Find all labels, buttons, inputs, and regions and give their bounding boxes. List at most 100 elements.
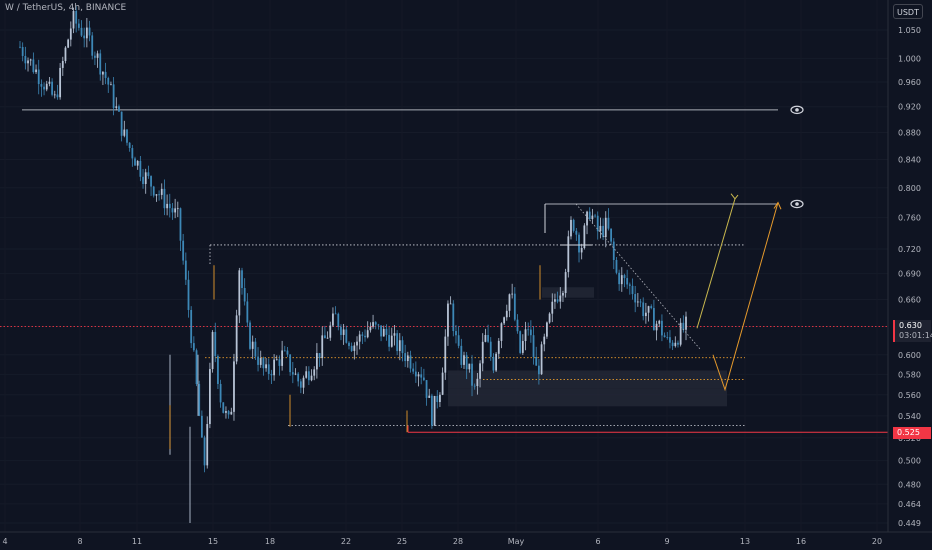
candle-body <box>653 308 655 331</box>
candle-body <box>556 299 559 302</box>
candle-body <box>455 331 457 336</box>
candle-body <box>500 323 503 341</box>
price-tick-label: 0.480 <box>898 480 921 489</box>
candle-body <box>554 299 556 302</box>
candle-body <box>543 336 546 345</box>
candle-body <box>677 342 679 345</box>
time-tick-label: 15 <box>208 537 218 546</box>
candle-body <box>626 278 629 285</box>
candle-body <box>32 59 35 73</box>
candle-body <box>139 160 142 177</box>
candle-body <box>612 241 615 260</box>
support-price-tag: 0.525 <box>893 427 931 439</box>
candle-body <box>115 106 118 108</box>
candle-body <box>669 337 671 343</box>
candle-body <box>679 322 682 345</box>
grid-lines <box>0 0 888 532</box>
projection-yellow <box>696 198 736 329</box>
candle-body <box>396 333 399 352</box>
candle-body <box>291 372 294 375</box>
candle-body <box>158 194 160 196</box>
price-tick-label: 0.720 <box>898 245 921 254</box>
candle-body <box>334 313 337 315</box>
candle-body <box>572 219 575 231</box>
candle-body <box>262 358 265 369</box>
projection-arrowhead <box>773 201 782 210</box>
candle-body <box>639 301 642 303</box>
candle-body <box>174 208 177 213</box>
price-tick-label: 0.920 <box>898 103 921 112</box>
candle-body <box>361 334 364 336</box>
candle-body <box>107 77 110 85</box>
candle-body <box>24 55 27 64</box>
candle-body <box>380 325 382 337</box>
candle-body <box>80 27 83 36</box>
candle-body <box>505 310 508 318</box>
candle-body <box>521 341 524 353</box>
candle-body <box>655 323 658 331</box>
time-axis[interactable]: 4 8 11 15 18 22 25 28 May 6 9 13 16 20 <box>2 537 882 546</box>
candle-body <box>61 60 64 68</box>
candle-body <box>168 203 171 209</box>
candle-body <box>326 337 329 339</box>
candle-body <box>102 71 104 75</box>
candle-body <box>374 322 377 325</box>
candle-body <box>596 215 599 232</box>
candle-body <box>171 208 174 213</box>
candle-body <box>636 301 639 303</box>
candle-body <box>551 301 554 314</box>
bar-countdown: 03:01:14 <box>899 331 932 340</box>
price-tick-label: 0.540 <box>898 412 921 421</box>
candle-body <box>527 329 530 331</box>
candle-body <box>583 225 586 249</box>
candle-body <box>682 322 685 330</box>
candle-body <box>516 319 519 332</box>
candle-body <box>88 27 91 36</box>
time-tick-label: 16 <box>796 537 806 546</box>
candle-body <box>315 353 318 370</box>
candle-body <box>128 142 131 149</box>
candle-body <box>497 340 500 354</box>
candle-body <box>152 186 155 196</box>
eye-icon-pupil <box>795 108 799 112</box>
price-tick-label: 0.500 <box>898 457 921 466</box>
candle-body <box>529 329 532 336</box>
candle-body <box>401 340 404 354</box>
candle-body <box>422 377 425 381</box>
candle-body <box>59 67 62 98</box>
candle-body <box>356 341 358 346</box>
candle-body <box>428 395 431 398</box>
candle-body <box>134 158 136 166</box>
candle-body <box>631 285 634 295</box>
zones-layer <box>448 287 727 407</box>
candle-body <box>299 381 302 388</box>
eye-icon-pupil <box>795 202 799 206</box>
price-tick-label: 0.690 <box>898 270 921 279</box>
candle-body <box>460 345 463 365</box>
currency-button[interactable]: USDT <box>893 4 923 19</box>
candle-body <box>463 355 465 365</box>
candle-body <box>661 320 663 336</box>
candle-body <box>230 411 233 415</box>
candle-body <box>267 364 270 374</box>
candle-body <box>634 294 637 303</box>
levels-layer <box>0 109 888 433</box>
candle-body <box>182 240 185 261</box>
candle-body <box>417 374 420 377</box>
candle-body <box>342 329 345 335</box>
candle-body <box>642 302 645 317</box>
candle-body <box>225 411 227 413</box>
candle-body <box>366 330 369 338</box>
candle-body <box>56 94 59 98</box>
candle-body <box>414 371 417 377</box>
candle-body <box>345 329 348 343</box>
candle-body <box>586 211 588 226</box>
candle-body <box>305 371 308 378</box>
candle-body <box>91 35 94 56</box>
candle-body <box>465 355 468 370</box>
price-tick-label: 1.050 <box>898 26 921 35</box>
candle-body <box>412 368 415 372</box>
candle-body <box>206 424 209 466</box>
time-tick-label: 25 <box>397 537 407 546</box>
